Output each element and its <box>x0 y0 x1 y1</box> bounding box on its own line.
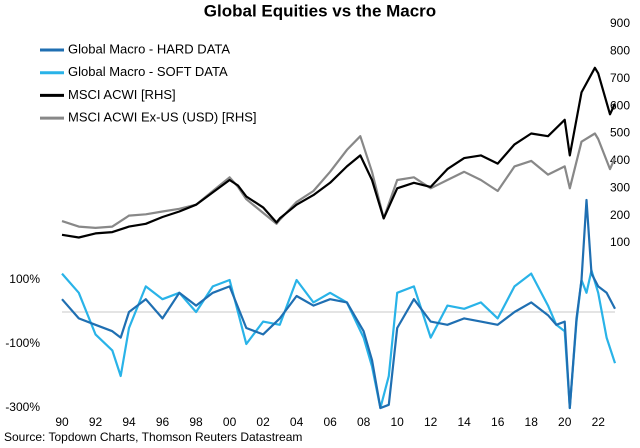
x-tick-label: 98 <box>189 415 203 429</box>
y-tick-label: 500 <box>610 126 630 140</box>
x-tick-label: 94 <box>122 415 136 429</box>
y-tick-label: 600 <box>610 98 630 112</box>
legend-label: Global Macro - SOFT DATA <box>68 64 228 79</box>
source-note: Source: Topdown Charts, Thomson Reuters … <box>4 430 302 444</box>
y-tick-label: 300 <box>610 180 630 194</box>
x-tick-label: 00 <box>223 415 237 429</box>
y-tick-label: -100% <box>5 336 40 350</box>
x-tick-label: 96 <box>156 415 170 429</box>
x-tick-label: 06 <box>323 415 337 429</box>
x-tick-label: 20 <box>558 415 572 429</box>
x-tick-label: 02 <box>256 415 270 429</box>
x-tick-label: 18 <box>525 415 539 429</box>
x-tick-label: 22 <box>592 415 606 429</box>
legend-label: MSCI ACWI Ex-US (USD) [RHS] <box>68 110 257 125</box>
y-tick-label: 100 <box>610 235 630 249</box>
series-line <box>61 66 616 239</box>
series-line <box>61 269 617 410</box>
y-tick-label: 200 <box>610 208 630 222</box>
series-line <box>61 198 616 410</box>
x-tick-label: 16 <box>491 415 505 429</box>
x-tick-label: 92 <box>89 415 103 429</box>
x-tick-label: 90 <box>55 415 69 429</box>
x-tick-label: 14 <box>458 415 472 429</box>
x-tick-label: 04 <box>290 415 304 429</box>
y-tick-label: 900 <box>610 16 630 30</box>
x-tick-label: 12 <box>424 415 438 429</box>
y-tick-label: 700 <box>610 71 630 85</box>
x-tick-label: 10 <box>390 415 404 429</box>
legend-label: MSCI ACWI [RHS] <box>68 87 176 102</box>
x-tick-label: 08 <box>357 415 371 429</box>
series-line <box>61 132 617 229</box>
y-tick-label: 800 <box>610 44 630 58</box>
y-tick-label: -300% <box>5 400 40 414</box>
legend-label: Global Macro - HARD DATA <box>68 41 230 56</box>
chart-title: Global Equities vs the Macro <box>204 1 436 20</box>
y-tick-label: 400 <box>610 153 630 167</box>
y-tick-label: 100% <box>9 272 40 286</box>
